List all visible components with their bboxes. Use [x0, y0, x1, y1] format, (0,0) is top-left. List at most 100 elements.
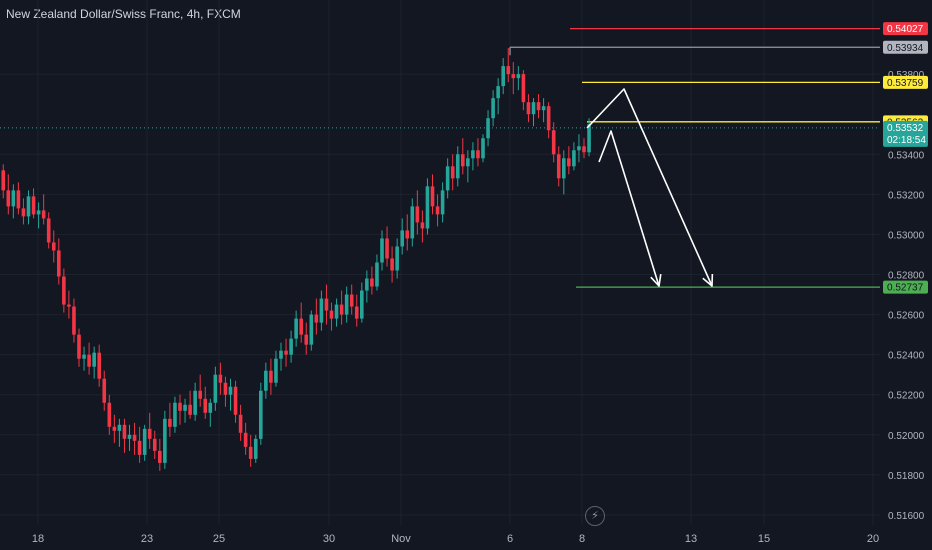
- candle-body: [11, 190, 16, 207]
- arrow-path-1: [598, 130, 660, 287]
- candle-body: [51, 242, 56, 251]
- price-labels: 0.540270.539340.537590.535620.5353202:18…: [883, 22, 928, 294]
- candle-body: [72, 306, 76, 335]
- x-tick-label: 13: [685, 533, 697, 545]
- candle-body: [62, 276, 66, 305]
- candle-body: [501, 66, 505, 87]
- forecast-arrows: [586, 88, 714, 287]
- candle-body: [238, 414, 243, 433]
- candle-body: [587, 124, 591, 153]
- candle-body: [16, 190, 21, 209]
- price-tag-current-text: 0.53532: [887, 123, 924, 134]
- candle-body: [213, 374, 218, 403]
- candle-body: [334, 304, 339, 319]
- candle-body: [304, 334, 309, 345]
- candle-body: [511, 74, 516, 79]
- candle-body: [183, 404, 187, 411]
- candle-body: [375, 262, 379, 287]
- candle-body: [77, 334, 81, 359]
- candle-body: [400, 230, 404, 247]
- grid: [0, 0, 880, 525]
- y-tick-label: 0.52200: [888, 391, 925, 402]
- candle-body: [491, 98, 495, 119]
- candle-body: [531, 102, 536, 115]
- candle-body: [127, 434, 132, 439]
- candle-body: [481, 138, 485, 159]
- price-tag-yellow-top-text: 0.53759: [887, 78, 924, 89]
- candle-body: [203, 398, 208, 413]
- candle-body: [259, 390, 263, 439]
- x-tick-label: 15: [758, 533, 770, 545]
- candle-body: [41, 210, 46, 219]
- y-tick-label: 0.52600: [888, 311, 925, 322]
- candle-body: [370, 278, 374, 287]
- candle-body: [526, 102, 531, 115]
- x-tick-label: 25: [213, 533, 225, 545]
- candle-body: [476, 150, 480, 159]
- y-tick-label: 0.52400: [888, 351, 925, 362]
- candle-body: [430, 186, 435, 207]
- candle-body: [435, 206, 440, 215]
- candle-body: [556, 154, 561, 179]
- candle-body: [405, 230, 410, 239]
- candle-body: [314, 314, 319, 323]
- candle-body: [425, 186, 430, 229]
- candle-body: [112, 426, 117, 431]
- candle-body: [329, 310, 334, 319]
- x-tick-label: 18: [32, 533, 44, 545]
- candle-body: [415, 206, 420, 223]
- candle-body: [455, 154, 460, 179]
- candle-body: [395, 246, 399, 271]
- candle-body: [349, 294, 354, 307]
- price-axis: 0.51600 0.51800 0.52000 0.52200 0.52400 0.526…: [888, 70, 925, 522]
- candle-body: [450, 166, 455, 179]
- candle-body: [67, 304, 71, 307]
- lightning-icon[interactable]: ⚡: [585, 506, 605, 526]
- candle-body: [551, 130, 556, 155]
- candle-body: [577, 146, 581, 151]
- candle-body: [380, 238, 384, 263]
- candle-body: [506, 66, 511, 75]
- candle-body: [309, 314, 314, 345]
- candle-body: [274, 358, 278, 383]
- candle-body: [582, 146, 586, 153]
- candle-body: [299, 318, 303, 335]
- candle-body: [440, 190, 445, 215]
- x-tick-label: 30: [323, 533, 335, 545]
- candle-body: [132, 434, 137, 441]
- candle-body: [360, 290, 364, 319]
- time-axis: 18 23 25 30 Nov 6 8 13 15 20: [32, 533, 879, 545]
- candle-body: [228, 386, 233, 395]
- candle-body: [264, 370, 268, 391]
- candle-body: [253, 438, 258, 459]
- candle-body: [152, 438, 157, 451]
- candle-body: [243, 432, 248, 447]
- candle-body: [117, 424, 122, 431]
- price-tag-yellow-top: [883, 75, 928, 89]
- y-tick-label: 0.52000: [888, 431, 925, 442]
- countdown-text: 02:18:54: [887, 135, 926, 146]
- candle-body: [567, 158, 571, 167]
- candle-body: [31, 196, 36, 215]
- candle-body: [248, 446, 253, 459]
- candle-body: [142, 428, 147, 455]
- candle-body: [233, 386, 238, 415]
- x-tick-label: 8: [579, 533, 585, 545]
- candle-body: [410, 206, 415, 239]
- price-tag-red-text: 0.54027: [887, 24, 924, 35]
- chart-title: New Zealand Dollar/Swiss Franc, 4h, FXCM: [6, 7, 241, 21]
- candle-body: [178, 402, 182, 411]
- candle-body: [324, 298, 329, 311]
- candle-body: [21, 208, 26, 217]
- y-tick-label: 0.53400: [888, 150, 925, 161]
- candle-body: [466, 158, 470, 167]
- candle-body: [445, 166, 450, 191]
- candles: [1, 48, 591, 471]
- candle-body: [516, 74, 521, 79]
- x-tick-label: 20: [867, 533, 879, 545]
- candle-body: [319, 298, 324, 323]
- candle-body: [168, 418, 172, 427]
- candle-body: [208, 402, 213, 413]
- candle-body: [97, 352, 101, 379]
